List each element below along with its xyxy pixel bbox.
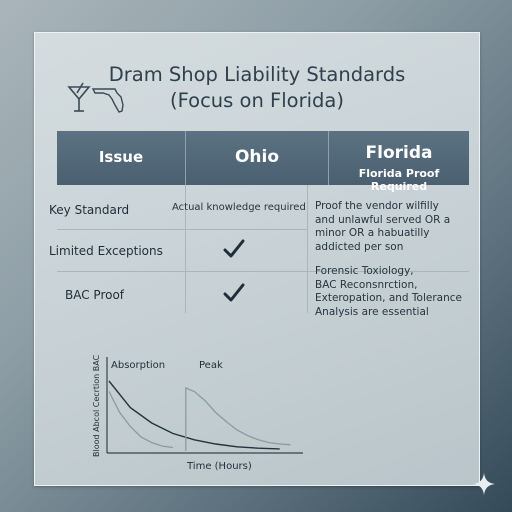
annotation-peak: Peak — [199, 360, 223, 371]
x-axis-label: Time (Hours) — [186, 461, 252, 472]
header-divider — [328, 131, 329, 185]
summary-card: Dram Shop Liability Standards (Focus on … — [34, 32, 480, 486]
row-label-bac-proof: BAC Proof — [65, 288, 125, 302]
bac-chart: Blood Abcol Cecrtion BAC Time (Hours) Ab… — [92, 354, 303, 472]
florida-standard-text: Proof the vendor wilfilly and unlawful s… — [315, 200, 451, 253]
logo-group — [67, 82, 124, 113]
header-divider — [185, 131, 186, 185]
ohio-value-key-standard: Actual knowledge required — [172, 202, 306, 213]
checkmark-icon — [223, 239, 245, 258]
header-issue: Issue — [98, 148, 144, 166]
florida-bac-text: Forensic Toxiology, BAC Reconsnrction, E… — [315, 265, 462, 318]
row-divider — [57, 229, 307, 230]
y-axis-label: Blood Abcol Cecrtion BAC — [92, 354, 101, 457]
series-line-main — [108, 380, 280, 450]
row-label-key-standard: Key Standard — [49, 203, 130, 217]
row-label-limited-exceptions: Limited Exceptions — [49, 244, 163, 258]
row-divider — [57, 271, 469, 272]
header-ohio: Ohio — [234, 147, 280, 167]
checkmark-icon — [223, 283, 245, 302]
header-florida: Florida Florida Proof Required — [358, 143, 440, 193]
florida-map-icon — [91, 88, 124, 113]
table-header: Issue Ohio Florida Florida Proof Require… — [57, 131, 469, 193]
series-line-absorption — [108, 391, 174, 449]
column-divider — [307, 185, 308, 313]
series-line-peak — [185, 387, 291, 451]
martini-glass-icon — [67, 82, 91, 112]
sparkle-icon — [473, 473, 495, 495]
page-subtitle: (Focus on Florida) — [170, 89, 344, 112]
page-title: Dram Shop Liability Standards — [108, 63, 406, 86]
annotation-absorption: Absorption — [111, 360, 165, 371]
column-divider — [185, 185, 186, 313]
